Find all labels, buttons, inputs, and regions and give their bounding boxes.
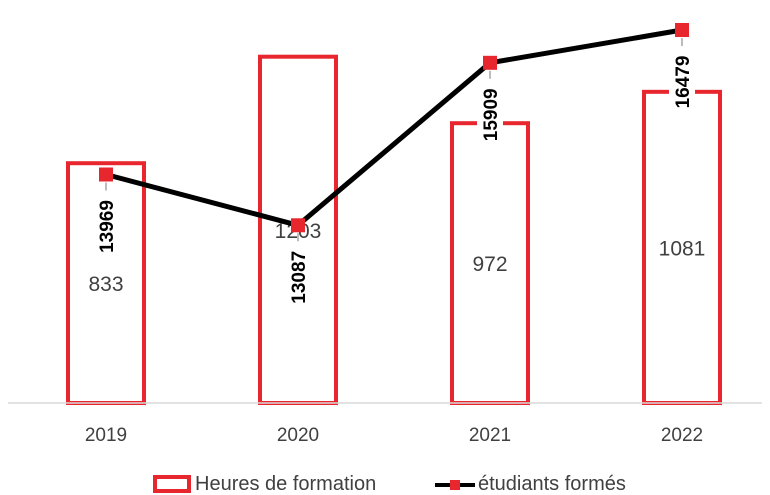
bar-2021 — [450, 121, 530, 406]
line-series-path — [105, 27, 683, 228]
category-label-2019: 2019 — [85, 425, 127, 446]
line-value-label-2019: 13969 — [97, 200, 118, 253]
line-label-bg-2020 — [285, 241, 311, 314]
line-label-bg-2022 — [669, 45, 695, 118]
bar-value-label-2021: 972 — [472, 253, 507, 276]
line-marker-2021 — [483, 55, 497, 70]
bars-layer: 83312039721081 — [66, 54, 722, 406]
legend: Heures de formation étudiants formés — [153, 473, 626, 495]
legend-label-bar: Heures de formation — [195, 473, 376, 495]
line-value-label-2021: 15909 — [481, 88, 502, 141]
category-label-2022: 2022 — [661, 425, 703, 446]
bar-value-label-2019: 833 — [88, 273, 123, 296]
bar-2022 — [642, 89, 722, 406]
line-layer: 13969 13087 15909 16479 — [93, 22, 695, 314]
line-marker-2020 — [291, 218, 305, 233]
legend-swatch-marker — [450, 480, 460, 490]
line-marker-2022 — [675, 22, 689, 37]
category-labels: 2019 2020 2021 2022 — [85, 425, 703, 446]
line-value-label-2022: 16479 — [673, 56, 694, 109]
line-value-label-2020: 13087 — [289, 251, 310, 304]
bar-value-label-2022: 1081 — [659, 237, 706, 260]
category-label-2021: 2021 — [469, 425, 511, 446]
line-marker-2019 — [99, 167, 113, 182]
category-label-2020: 2020 — [277, 425, 319, 446]
legend-swatch-bar — [153, 475, 191, 493]
line-label-bg-2021 — [477, 78, 503, 151]
legend-label-line: étudiants formés — [478, 473, 626, 495]
line-label-bg-2019 — [93, 190, 119, 263]
